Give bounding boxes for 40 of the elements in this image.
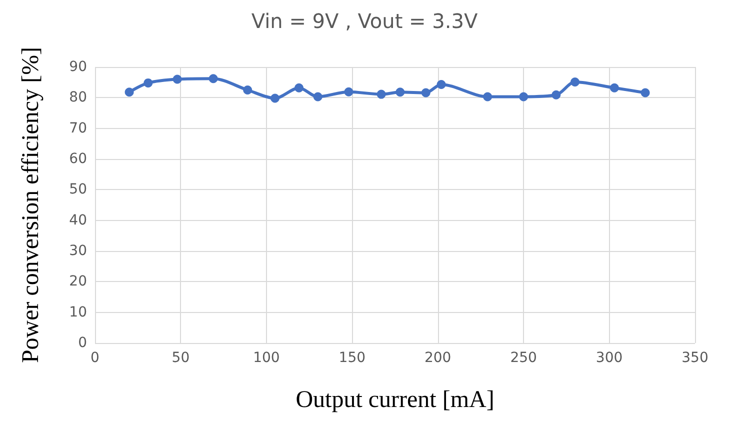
y-tick-label: 70	[69, 120, 87, 136]
chart-title: Vin = 9V , Vout = 3.3V	[251, 9, 478, 33]
point	[610, 83, 619, 92]
point	[552, 90, 561, 100]
y-tick-label: 90	[69, 59, 87, 75]
x-tick-label: 350	[682, 350, 708, 366]
x-tick-label: 0	[90, 350, 100, 366]
x-tick-label: 100	[253, 350, 280, 366]
point	[396, 88, 405, 97]
y-tick-label: 10	[69, 304, 87, 320]
y-axis-title: Power conversion efficiency [%]	[18, 46, 44, 364]
x-tick-label: 300	[596, 350, 623, 366]
point	[313, 92, 322, 102]
x-axis-title: Output current [mA]	[296, 387, 494, 413]
point	[243, 86, 252, 94]
y-tick-label: 80	[69, 90, 87, 106]
point	[570, 78, 580, 87]
point	[519, 92, 528, 102]
x-tick-label: 250	[510, 350, 537, 366]
y-tick-label: 30	[69, 243, 87, 259]
point	[344, 87, 354, 96]
point	[421, 88, 430, 98]
point	[270, 94, 280, 103]
point	[640, 88, 650, 98]
point	[172, 74, 182, 84]
x-tick-label: 200	[424, 350, 452, 366]
point	[436, 80, 446, 89]
y-tick-label: 40	[69, 212, 87, 228]
point	[208, 74, 218, 84]
x-tick-label: 50	[172, 350, 190, 366]
x-tick-label: 150	[338, 350, 366, 366]
point	[144, 78, 153, 88]
point	[483, 92, 492, 102]
y-tick-label: 0	[78, 335, 87, 351]
y-tick-label: 60	[69, 151, 87, 167]
point	[376, 90, 386, 99]
point	[294, 83, 304, 92]
point	[124, 88, 134, 97]
y-tick-label: 50	[69, 182, 87, 198]
y-tick-label: 20	[69, 274, 87, 290]
